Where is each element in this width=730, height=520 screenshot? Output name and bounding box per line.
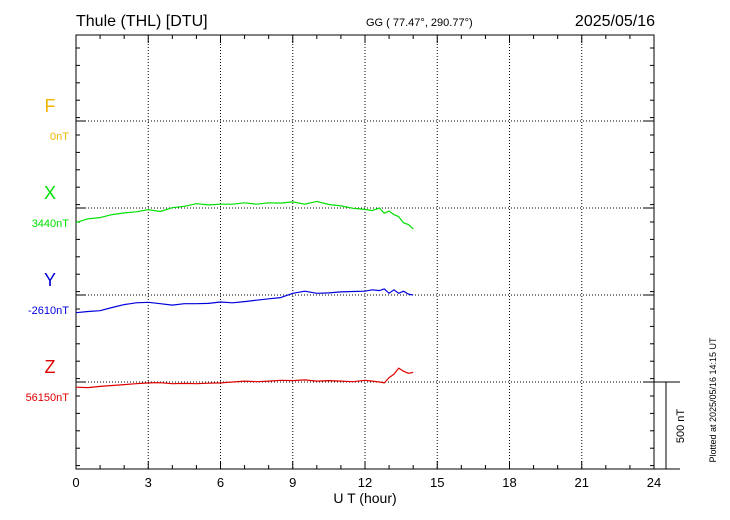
series-name-z: Z xyxy=(45,357,56,377)
scale-bar: 500 nT xyxy=(644,381,687,470)
series-baseline-f: 0nT xyxy=(50,131,69,143)
plotted-timestamp: Plotted at 2025/05/16 14:15 UT xyxy=(708,337,718,463)
x-tick-label-6: 18 xyxy=(502,475,516,490)
x-tick-label-3: 9 xyxy=(289,475,296,490)
series-baseline-x: 3440nT xyxy=(32,218,70,230)
x-tick-label-8: 24 xyxy=(647,475,661,490)
series-name-x: X xyxy=(44,183,56,203)
baseline-labels: F 0nT X 3440nT Y -2610nT Z 56150nT xyxy=(26,96,70,404)
series-name-y: Y xyxy=(44,270,56,290)
coordinates-label: GG ( 77.47°, 290.77°) xyxy=(366,17,473,29)
x-tick-label-4: 12 xyxy=(358,475,372,490)
x-tick-label-5: 15 xyxy=(430,475,444,490)
x-tick-label-7: 21 xyxy=(575,475,589,490)
scale-bar-label: 500 nT xyxy=(675,409,687,444)
x-axis: 0 3 6 9 12 15 18 21 24 xyxy=(72,35,661,490)
series-group xyxy=(75,200,414,389)
series-line-y xyxy=(75,288,414,314)
series-name-f: F xyxy=(45,96,56,116)
date-label: 2025/05/16 xyxy=(575,13,655,30)
series-line-x xyxy=(75,200,414,230)
x-tick-label-0: 0 xyxy=(72,475,79,490)
station-title: Thule (THL) [DTU] xyxy=(76,13,208,30)
grid xyxy=(76,35,654,469)
x-axis-label: U T (hour) xyxy=(333,490,396,506)
x-tick-label-2: 6 xyxy=(217,475,224,490)
series-baseline-z: 56150nT xyxy=(26,392,70,404)
series-line-z xyxy=(75,367,414,389)
x-tick-label-1: 3 xyxy=(145,475,152,490)
series-baseline-y: -2610nT xyxy=(28,305,69,317)
